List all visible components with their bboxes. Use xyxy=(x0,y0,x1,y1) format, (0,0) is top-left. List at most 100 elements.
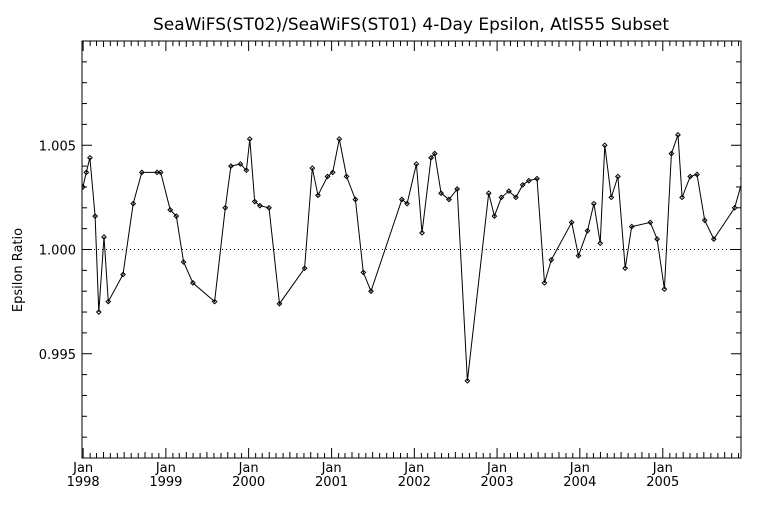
data-point xyxy=(105,298,112,305)
data-point xyxy=(222,204,229,211)
data-point xyxy=(404,200,410,207)
data-point xyxy=(83,169,90,176)
x-tick-month-label: Jan xyxy=(486,461,507,476)
data-point xyxy=(95,309,102,315)
data-point xyxy=(675,131,681,138)
data-point xyxy=(428,154,435,161)
data-point xyxy=(257,202,263,209)
data-point xyxy=(352,196,359,203)
data-point xyxy=(590,200,597,207)
x-tick-month-label: Jan xyxy=(321,461,342,476)
chart-title: SeaWiFS(ST02)/SeaWiFS(ST01) 4-Day Epsilo… xyxy=(153,15,669,35)
data-point xyxy=(309,165,316,172)
data-point xyxy=(419,229,425,236)
data-point xyxy=(167,206,174,213)
data-point xyxy=(597,240,604,247)
x-tick-month-label: Jan xyxy=(652,461,673,476)
y-axis-label: Epsilon Ratio xyxy=(11,228,26,312)
data-point xyxy=(584,227,591,234)
data-point xyxy=(360,269,367,276)
data-point xyxy=(701,217,708,224)
data-point xyxy=(189,279,196,286)
data-point xyxy=(454,186,461,192)
data-point xyxy=(446,196,452,203)
data-point xyxy=(548,257,555,263)
data-point xyxy=(228,163,234,170)
data-point xyxy=(120,271,126,278)
data-point xyxy=(173,213,180,220)
x-tick-year-label: 2005 xyxy=(646,475,679,490)
x-tick-year-label: 2001 xyxy=(315,475,348,490)
data-point xyxy=(748,191,752,195)
y-tick-label: 1.005 xyxy=(39,139,76,154)
data-point xyxy=(237,161,244,167)
data-point xyxy=(368,288,374,295)
data-point xyxy=(575,252,582,259)
data-point xyxy=(614,173,621,180)
data-point xyxy=(731,204,738,211)
y-tick-label: 1.000 xyxy=(39,244,76,259)
data-point xyxy=(243,167,250,174)
data-point xyxy=(485,190,492,197)
data-point xyxy=(438,190,444,197)
data-point xyxy=(251,198,258,205)
axes: 0.9951.0001.005Jan1998Jan1999Jan2000Jan2… xyxy=(39,41,741,490)
data-point xyxy=(568,219,575,226)
data-point xyxy=(622,265,629,272)
data-point xyxy=(138,169,145,176)
x-tick-year-label: 2003 xyxy=(481,475,514,490)
data-point xyxy=(130,200,137,207)
y-tick-label: 0.995 xyxy=(39,348,76,363)
data-point xyxy=(534,175,540,182)
data-point xyxy=(694,171,700,178)
data-point xyxy=(687,173,694,180)
data-point xyxy=(92,213,99,220)
data-point xyxy=(647,219,654,226)
data-point xyxy=(668,150,675,157)
data-point xyxy=(519,181,526,188)
x-tick-year-label: 2000 xyxy=(232,475,265,490)
data-point xyxy=(211,298,218,305)
series-line xyxy=(82,134,741,381)
data-point xyxy=(431,150,438,157)
x-tick-month-label: Jan xyxy=(155,461,176,476)
data-point xyxy=(246,136,253,142)
data-point xyxy=(413,161,420,167)
data-point xyxy=(608,194,615,201)
data-point xyxy=(329,169,336,176)
data-point xyxy=(87,154,93,161)
x-tick-month-label: Jan xyxy=(238,461,259,476)
data-point xyxy=(601,142,608,149)
x-tick-month-label: Jan xyxy=(72,461,93,476)
data-markers xyxy=(82,131,759,384)
data-point xyxy=(301,265,308,272)
data-point xyxy=(336,136,343,142)
data-point xyxy=(654,236,661,242)
data-point xyxy=(101,234,107,240)
data-point xyxy=(710,236,717,242)
x-tick-year-label: 1998 xyxy=(67,475,100,490)
data-point xyxy=(512,194,519,201)
data-point xyxy=(157,169,164,176)
data-point xyxy=(498,194,505,201)
x-tick-month-label: Jan xyxy=(403,461,424,476)
x-tick-year-label: 1999 xyxy=(149,475,182,490)
x-tick-month-label: Jan xyxy=(569,461,590,476)
data-point xyxy=(276,300,283,307)
x-tick-year-label: 2004 xyxy=(563,475,596,490)
data-point xyxy=(266,204,272,211)
data-point xyxy=(343,173,350,180)
data-point xyxy=(82,184,86,190)
data-point xyxy=(661,286,668,293)
data-point xyxy=(324,173,331,180)
data-point xyxy=(628,223,635,230)
data-point xyxy=(180,259,187,265)
data-point xyxy=(541,279,548,286)
data-point xyxy=(679,194,685,201)
data-point xyxy=(315,192,321,199)
data-point xyxy=(505,188,512,195)
data-point xyxy=(491,213,498,220)
data-point xyxy=(755,164,759,168)
plot-frame xyxy=(81,40,742,459)
